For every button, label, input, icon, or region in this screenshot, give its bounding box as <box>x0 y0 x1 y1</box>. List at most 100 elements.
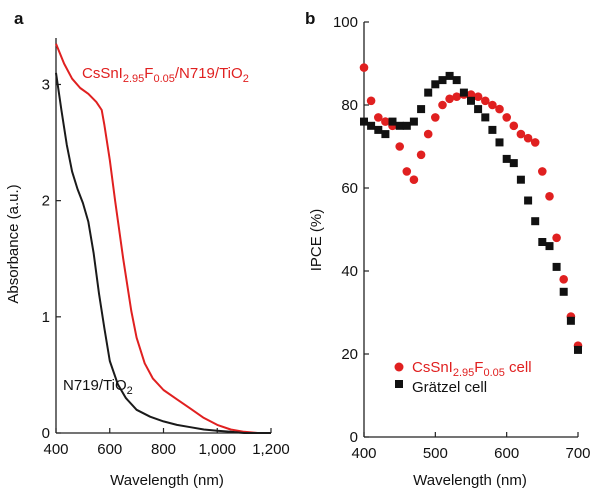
ipce-point-gratzel <box>495 138 504 147</box>
ipce-point-perovskite <box>523 133 533 143</box>
ipce-point-gratzel <box>381 130 390 139</box>
ipce-point-gratzel <box>374 125 383 134</box>
ipce-point-gratzel <box>502 154 511 163</box>
ipce-point-gratzel <box>424 88 433 97</box>
ipce-point-perovskite <box>445 94 454 104</box>
ipce-y-axis-title: IPCE (%) <box>308 209 325 272</box>
ipce-point-gratzel <box>574 345 582 354</box>
x-tick-label: 1,000 <box>198 441 236 458</box>
ipce-point-gratzel <box>545 242 554 251</box>
y-tick-label: 1 <box>42 309 50 326</box>
y-tick-label: 0 <box>350 429 358 446</box>
ipce-point-perovskite <box>559 275 568 284</box>
absorbance-axes: 400 600 800 1,000 1,200 0 1 2 3 <box>42 38 290 458</box>
ipce-point-perovskite <box>431 113 440 122</box>
ipce-point-perovskite <box>481 96 490 106</box>
ipce-point-gratzel <box>531 217 540 226</box>
ipce-point-gratzel <box>417 105 426 114</box>
ipce-point-perovskite <box>438 100 447 110</box>
ipce-point-perovskite <box>452 92 462 101</box>
ipce-point-gratzel <box>431 80 440 89</box>
ipce-point-perovskite <box>395 142 405 151</box>
x-tick-label: 600 <box>494 445 519 462</box>
ipce-point-perovskite <box>402 167 412 176</box>
y-tick-label: 40 <box>341 263 358 280</box>
ipce-point-gratzel <box>452 76 461 85</box>
absorbance-series-labels: CsSnI2.95F0.05/N719/TiO2 N719/TiO2 <box>63 65 249 397</box>
ipce-point-gratzel <box>559 287 568 296</box>
ipce-point-perovskite <box>545 192 554 201</box>
ipce-point-gratzel <box>552 262 561 271</box>
ipce-point-perovskite <box>409 175 419 184</box>
ipce-point-gratzel <box>474 105 483 114</box>
x-tick-label: 500 <box>423 445 448 462</box>
ipce-point-perovskite <box>374 113 383 122</box>
ipce-point-perovskite <box>381 117 390 126</box>
ipce-point-perovskite <box>538 167 547 176</box>
y-tick-label: 20 <box>341 346 358 363</box>
x-tick-label: 400 <box>43 441 68 458</box>
panel-label-a: a <box>14 9 24 28</box>
ipce-point-perovskite <box>466 90 476 99</box>
y-tick-label: 2 <box>42 193 50 210</box>
absorbance-panel: a 400 600 800 1,000 1,200 0 1 2 3 CsSnI2.95F0.05… <box>5 9 290 489</box>
ipce-point-perovskite <box>488 100 497 110</box>
absorbance-x-axis-title: Wavelength (nm) <box>110 472 224 489</box>
ipce-series <box>359 63 583 354</box>
ipce-point-gratzel <box>524 196 533 205</box>
y-tick-label: 60 <box>341 180 358 197</box>
ipce-point-perovskite <box>509 121 519 131</box>
ipce-x-axis-title: Wavelength (nm) <box>413 472 527 489</box>
y-tick-label: 3 <box>42 76 50 93</box>
ipce-point-gratzel <box>488 125 497 134</box>
ipce-point-gratzel <box>445 71 454 80</box>
ipce-point-perovskite <box>359 63 369 72</box>
ipce-point-perovskite <box>502 113 512 122</box>
x-tick-label: 600 <box>97 441 122 458</box>
ipce-point-perovskite <box>423 129 433 139</box>
ipce-point-gratzel <box>438 76 447 85</box>
ipce-point-gratzel <box>409 117 418 126</box>
ipce-point-gratzel <box>566 316 575 325</box>
ipce-point-perovskite <box>516 129 526 139</box>
ipce-point-perovskite <box>416 150 426 160</box>
legend-label-gratzel: Grätzel cell <box>412 379 487 396</box>
ipce-point-gratzel <box>395 121 404 130</box>
absorbance-label-perovskite: CsSnI2.95F0.05/N719/TiO2 <box>82 65 249 85</box>
x-tick-label: 400 <box>351 445 376 462</box>
x-tick-label: 1,200 <box>252 441 290 458</box>
ipce-point-gratzel <box>402 121 411 130</box>
ipce-point-gratzel <box>388 117 397 126</box>
x-tick-label: 800 <box>151 441 176 458</box>
ipce-point-gratzel <box>367 121 376 130</box>
y-tick-label: 80 <box>341 97 358 114</box>
legend-marker-perovskite <box>394 362 404 372</box>
legend-marker-gratzel <box>395 380 403 388</box>
ipce-point-perovskite <box>530 138 540 147</box>
absorbance-y-axis-title: Absorbance (a.u.) <box>5 184 22 303</box>
ipce-point-gratzel <box>481 113 490 122</box>
ipce-point-perovskite <box>495 104 504 114</box>
absorbance-label-n719: N719/TiO2 <box>63 377 133 397</box>
ipce-point-gratzel <box>467 96 475 105</box>
ipce-point-gratzel <box>516 175 525 184</box>
panel-label-b: b <box>305 9 315 28</box>
x-tick-label: 700 <box>565 445 590 462</box>
ipce-point-gratzel <box>538 238 547 246</box>
ipce-point-perovskite <box>366 96 376 106</box>
absorbance-line-1 <box>55 72 271 434</box>
ipce-point-gratzel <box>459 88 468 97</box>
absorbance-line-0 <box>55 43 271 434</box>
y-tick-label: 0 <box>42 425 50 442</box>
legend-label-perovskite: CsSnI2.95F0.05 cell <box>412 359 532 379</box>
ipce-point-perovskite <box>552 233 561 243</box>
absorbance-series <box>55 43 271 434</box>
ipce-point-gratzel <box>509 159 518 168</box>
ipce-point-gratzel <box>360 117 368 126</box>
ipce-point-perovskite <box>473 92 483 101</box>
ipce-panel: b 400 500 600 700 0 20 40 60 80 100 CsSnI2.95F0.0… <box>305 9 591 489</box>
y-tick-label: 100 <box>333 14 358 31</box>
ipce-axes: 400 500 600 700 0 20 40 60 80 100 <box>333 14 591 462</box>
